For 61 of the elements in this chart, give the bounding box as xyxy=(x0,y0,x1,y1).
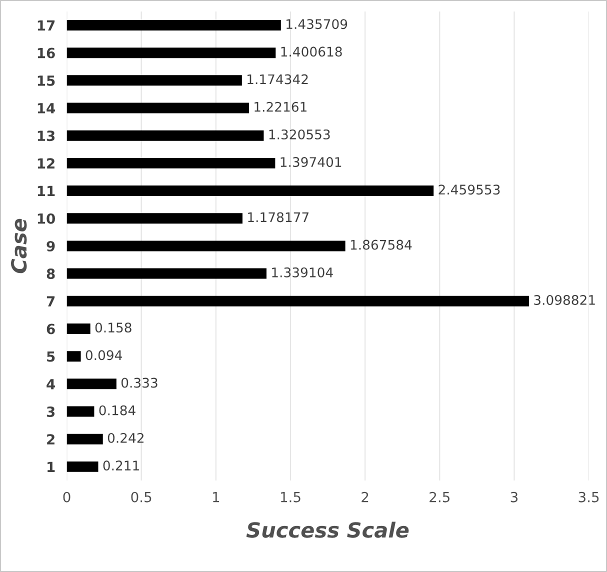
data-label: 1.397401 xyxy=(280,157,342,168)
x-tick-label: 2.5 xyxy=(430,492,450,502)
bar xyxy=(66,296,529,306)
data-label: 1.867584 xyxy=(350,240,412,250)
bar xyxy=(66,102,249,114)
data-label: 1.22161 xyxy=(254,102,306,112)
x-tick-label: 3 xyxy=(510,492,518,502)
data-label: 2.459553 xyxy=(438,184,500,195)
y-tick-label: 3 xyxy=(46,406,55,417)
bar xyxy=(66,378,116,390)
y-tick-label: 7 xyxy=(46,296,55,306)
bar xyxy=(66,186,434,196)
x-tick-label: 1 xyxy=(213,492,220,502)
data-label: 0.094 xyxy=(86,350,122,360)
y-tick-label: 12 xyxy=(38,158,54,168)
bar xyxy=(66,461,98,472)
x-tick-label: 0 xyxy=(63,492,70,502)
y-tick-label: 10 xyxy=(38,213,55,224)
x-tick-label: 1.5 xyxy=(280,492,300,502)
y-tick-label: 1 xyxy=(48,462,55,472)
bar xyxy=(66,158,276,168)
data-label: 1.435709 xyxy=(286,19,348,30)
bar xyxy=(66,48,276,58)
y-tick-label: 5 xyxy=(47,351,55,362)
bar xyxy=(66,323,90,334)
y-tick-label: 2 xyxy=(47,434,54,444)
y-tick-label: 4 xyxy=(46,379,56,390)
y-tick-label: 17 xyxy=(38,20,55,31)
bar xyxy=(66,406,94,417)
bar xyxy=(66,213,242,224)
data-label: 0.333 xyxy=(121,378,158,388)
bar xyxy=(66,130,264,141)
data-label: 1.339104 xyxy=(272,267,333,278)
data-label: 0.242 xyxy=(108,432,144,443)
data-label: 3.098821 xyxy=(534,294,595,305)
x-tick-label: 3.5 xyxy=(578,492,599,502)
bar xyxy=(66,75,242,86)
x-axis-title: Success Scale xyxy=(246,522,409,538)
y-tick-label: 16 xyxy=(38,48,55,58)
data-label: 1.400618 xyxy=(281,46,342,57)
data-label: 0.158 xyxy=(95,322,132,333)
data-label: 1.320553 xyxy=(269,129,330,140)
y-tick-label: 9 xyxy=(46,240,55,252)
bar xyxy=(66,351,81,362)
y-tick-label: 15 xyxy=(38,76,55,86)
y-axis-title: Case xyxy=(10,218,27,274)
bar xyxy=(66,240,346,252)
x-tick-label: 0.5 xyxy=(131,492,152,502)
y-tick-label: 8 xyxy=(46,268,55,280)
y-tick-label: 6 xyxy=(46,324,55,334)
x-tick-label: 2 xyxy=(362,492,368,502)
data-label: 0.211 xyxy=(103,460,139,471)
bar xyxy=(66,268,266,279)
y-tick-label: 11 xyxy=(38,186,55,196)
bar xyxy=(66,20,281,30)
y-tick-label: 13 xyxy=(38,130,55,142)
y-tick-label: 14 xyxy=(38,103,56,114)
data-label: 1.174342 xyxy=(248,74,308,84)
data-label: 1.178177 xyxy=(248,212,308,222)
bar xyxy=(66,434,103,444)
data-label: 0.184 xyxy=(99,405,136,416)
